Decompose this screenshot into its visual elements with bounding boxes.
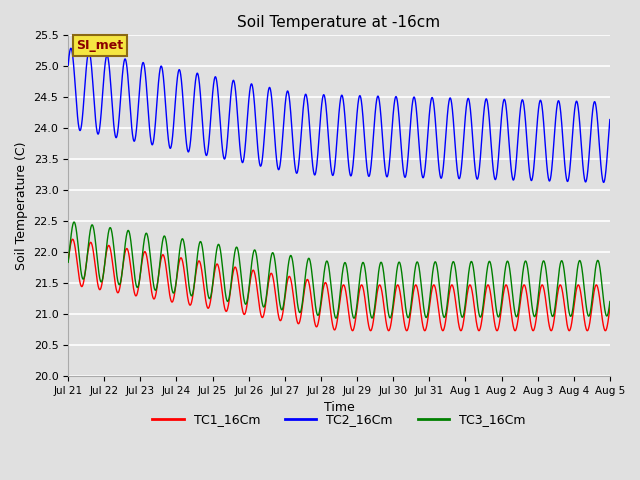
Text: SI_met: SI_met [76, 39, 124, 52]
Legend: TC1_16Cm, TC2_16Cm, TC3_16Cm: TC1_16Cm, TC2_16Cm, TC3_16Cm [147, 408, 531, 431]
Y-axis label: Soil Temperature (C): Soil Temperature (C) [15, 142, 28, 270]
Title: Soil Temperature at -16cm: Soil Temperature at -16cm [237, 15, 440, 30]
X-axis label: Time: Time [324, 401, 355, 414]
